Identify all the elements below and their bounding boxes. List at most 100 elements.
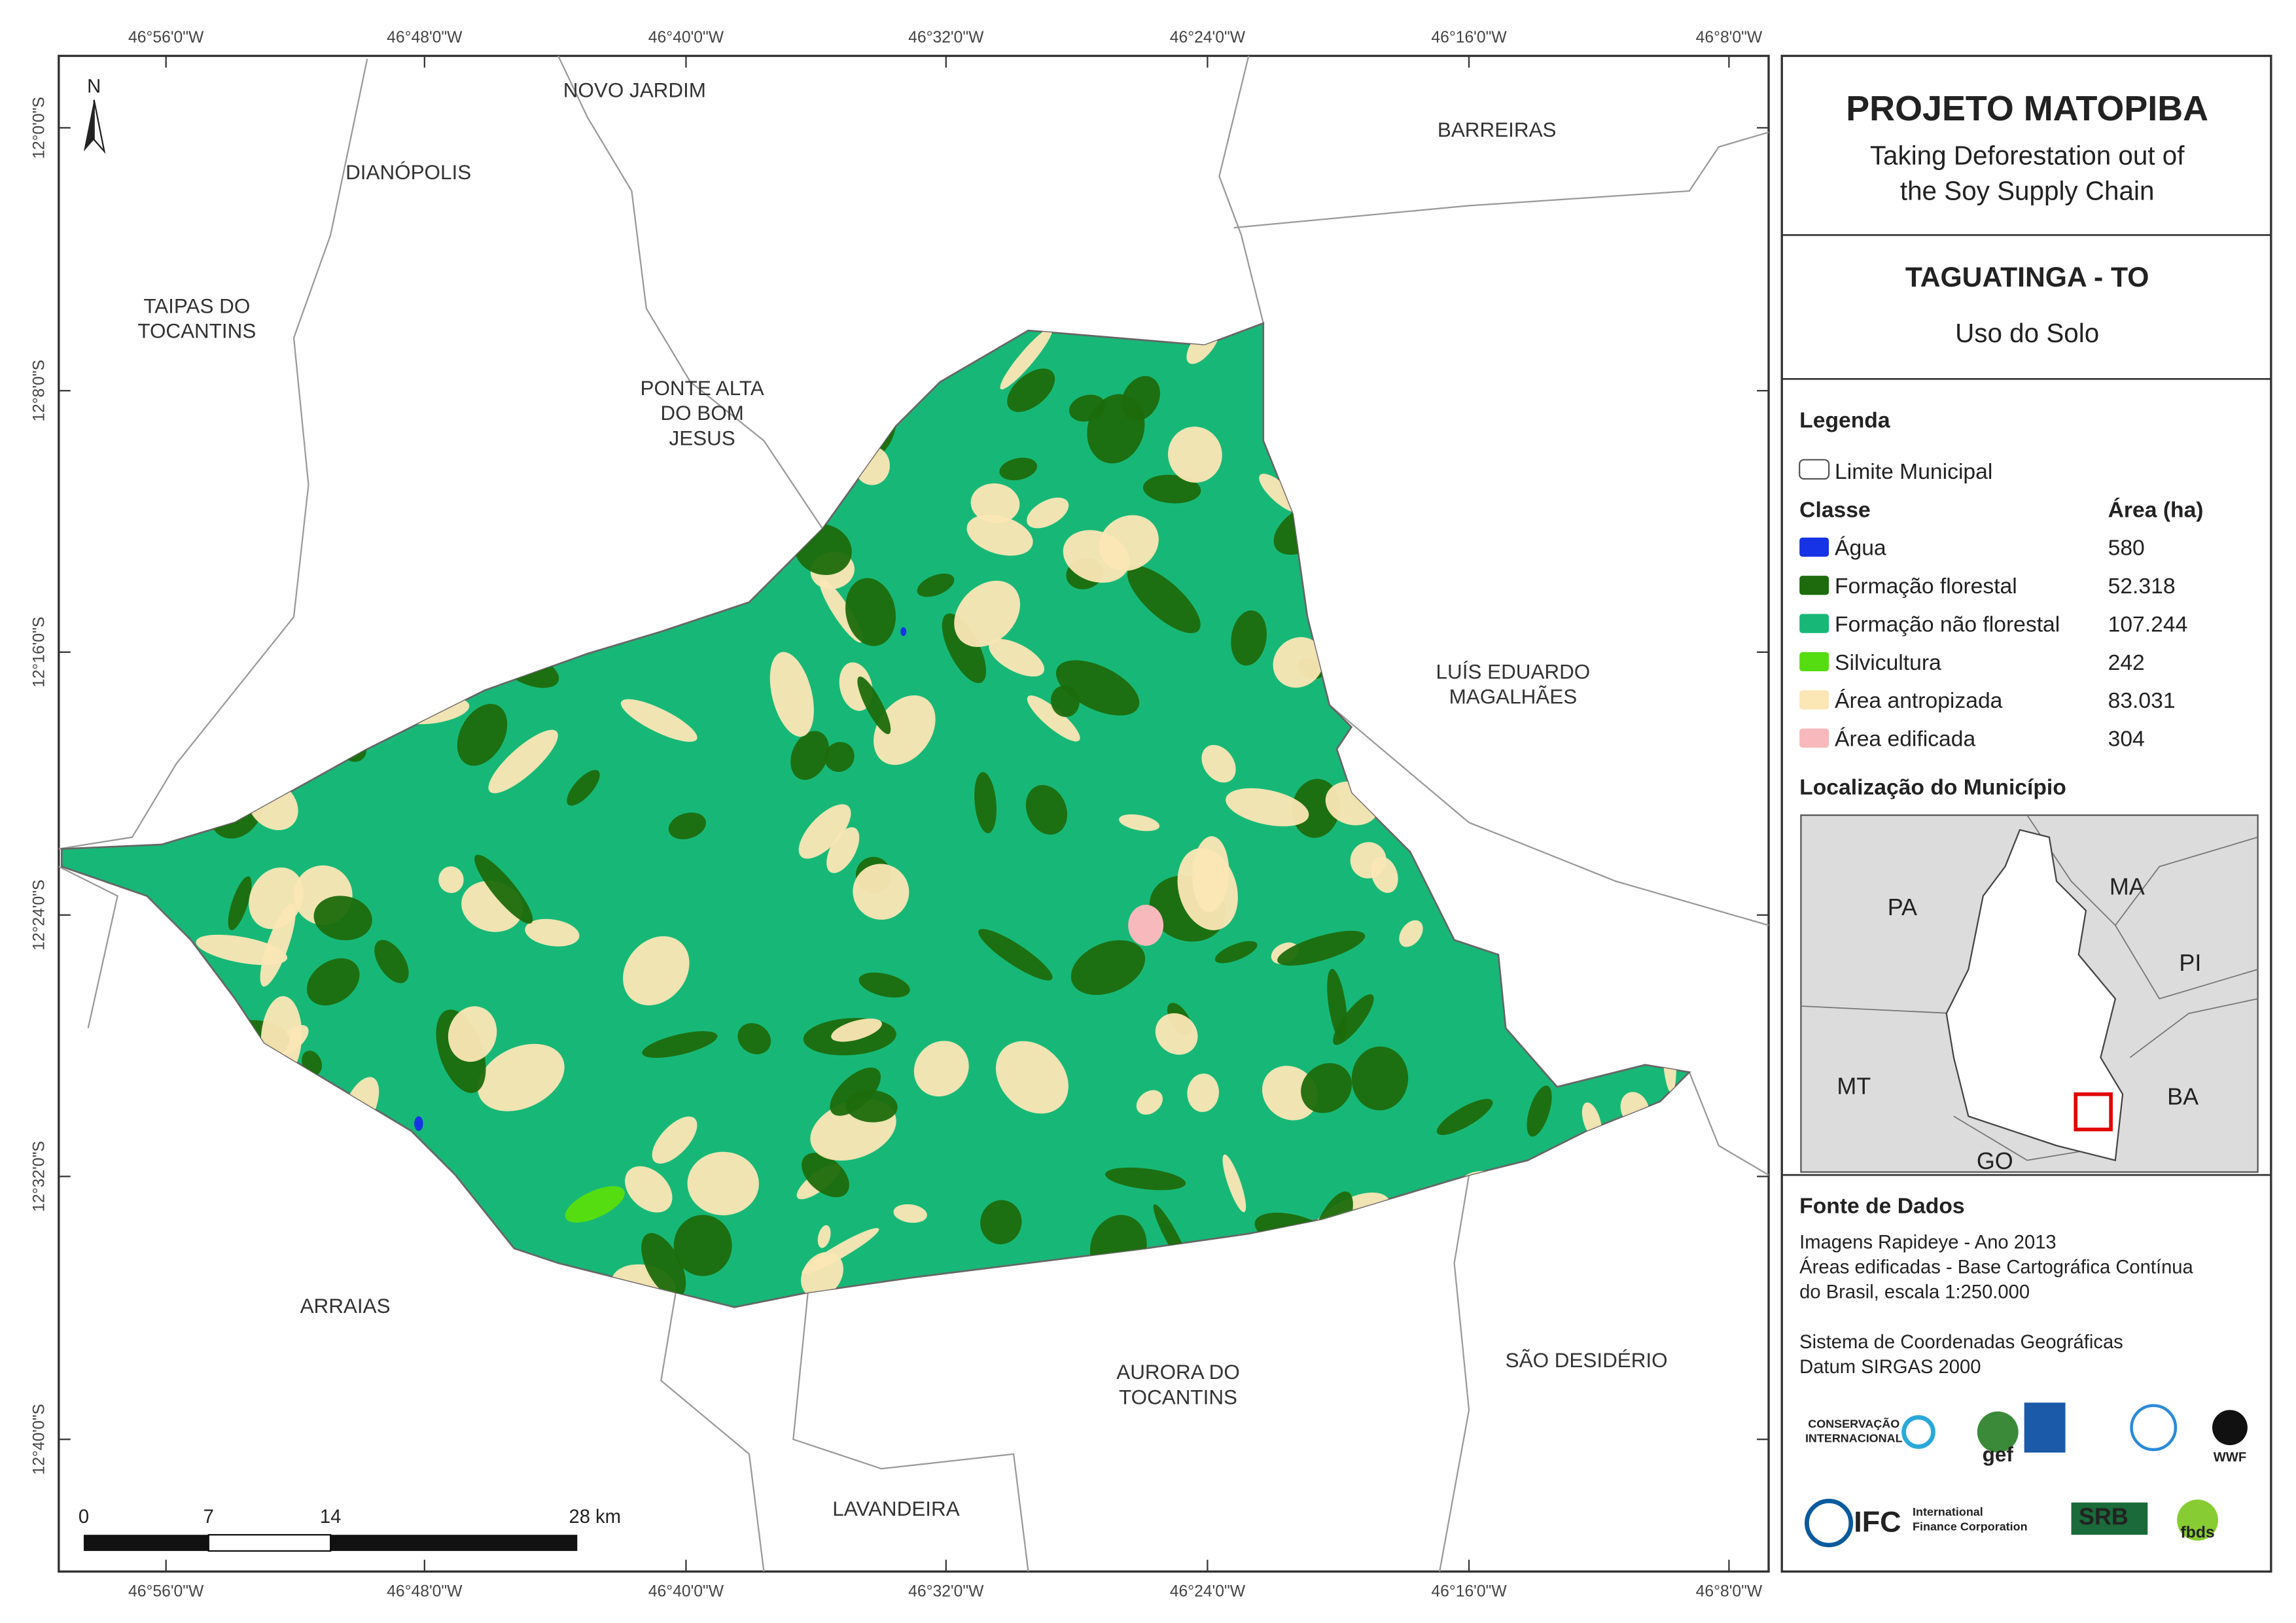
logo-label: fbds (2181, 1524, 2215, 1542)
land-patch (228, 876, 252, 930)
source-line: Sistema de Coordenadas Geográficas (1799, 1332, 2123, 1353)
land-patch (1027, 497, 1069, 529)
land-patch (474, 854, 533, 924)
logo-label: SRB (2079, 1503, 2128, 1529)
logo-mark (1901, 1415, 1935, 1449)
land-patch (448, 1006, 497, 1062)
legend-area: 107.244 (2108, 612, 2188, 637)
land-patch (1350, 842, 1386, 879)
logo-label: CONSERVAÇÃO (1808, 1416, 1899, 1430)
land-patch (1327, 969, 1347, 1041)
scale-label: 28 km (569, 1507, 621, 1527)
scale-bar (83, 1535, 209, 1551)
place-label: BARREIRAS (1438, 118, 1557, 141)
latitude-label: 12°32'0"S (30, 1141, 48, 1212)
longitude-label: 46°32'0"W (908, 1582, 984, 1600)
land-patch (1070, 940, 1146, 995)
logo-label: Finance Corporation (1913, 1520, 2028, 1533)
side-panel (1780, 54, 2272, 1573)
place-label: LAVANDEIRA (832, 1497, 959, 1520)
land-patch (1105, 1167, 1186, 1191)
legend-swatch (1799, 576, 1829, 595)
land-patch (913, 1041, 969, 1097)
land-patch (802, 1153, 849, 1198)
land-patch (642, 1031, 718, 1058)
map-theme: Uso do Solo (1955, 318, 2099, 348)
water-body (900, 627, 907, 637)
source-line: Imagens Rapideye - Ano 2013 (1799, 1232, 2056, 1253)
land-patch (769, 652, 814, 737)
longitude-label: 46°8'0"W (1696, 1582, 1763, 1600)
legend-label: Limite Municipal (1835, 460, 1992, 484)
place-label: TOCANTINS (137, 319, 256, 342)
place-label: PONTE ALTA (641, 377, 764, 400)
place-label: DIANÓPOLIS (345, 161, 471, 184)
state-label: MT (1837, 1073, 1871, 1100)
land-patch (623, 936, 690, 1005)
land-patch (1127, 565, 1201, 633)
longitude-label: 46°24'0"W (1170, 29, 1246, 46)
legend-label: Formação florestal (1835, 574, 2017, 599)
longitude-label: 46°48'0"W (387, 29, 463, 46)
inset-state-lines (1801, 814, 2258, 1161)
longitude-label: 46°16'0"W (1431, 1582, 1507, 1600)
land-patch (652, 1116, 698, 1164)
land-patch (1399, 920, 1423, 947)
land-patch (374, 939, 409, 983)
land-patch (1155, 1013, 1198, 1055)
land-patch (942, 613, 987, 684)
land-patch (477, 1043, 565, 1111)
land-patch (980, 1200, 1022, 1245)
land-patch (817, 1225, 831, 1248)
land-patch (1055, 660, 1140, 716)
land-patch (1273, 637, 1324, 688)
location-marker (2074, 1092, 2113, 1132)
land-patch (1027, 695, 1080, 742)
longitude-label: 46°32'0"W (908, 29, 984, 46)
title: PROJETO MATOPIBA (1846, 89, 2208, 128)
land-patch (845, 578, 896, 646)
land-patch (1201, 744, 1236, 783)
land-patch (687, 1151, 759, 1215)
place-label: AURORA DO (1116, 1361, 1240, 1384)
land-patch (1168, 427, 1222, 483)
latitude-label: 12°8'0"S (30, 360, 48, 422)
state-label: GO (1977, 1147, 2013, 1174)
logo-mark (2071, 1502, 2148, 1535)
source-line: Áreas edificadas - Base Cartográfica Con… (1799, 1257, 2193, 1278)
source-line: do Brasil, escala 1:250.000 (1799, 1282, 2030, 1303)
logo-mark (2212, 1410, 2248, 1446)
land-patch (1087, 394, 1145, 464)
land-patch (438, 866, 464, 894)
land-patch (790, 731, 830, 780)
land-patch (1025, 785, 1068, 835)
land-patch (488, 729, 558, 794)
longitude-label: 46°56'0"W (128, 29, 204, 46)
land-patch (1099, 515, 1159, 571)
legend-swatch (1799, 728, 1829, 748)
place-label: TAIPAS DO (143, 294, 250, 317)
legend-label: Silvicultura (1835, 651, 1941, 675)
land-patch (1436, 1098, 1493, 1136)
land-patch (737, 1022, 771, 1055)
legend-swatch (1799, 690, 1829, 710)
state-label: MA (2110, 873, 2145, 899)
legend-area: 242 (2108, 651, 2145, 675)
land-patch (1187, 1073, 1219, 1112)
place-label: SÃO DESIDÉRIO (1506, 1349, 1668, 1372)
land-patch (798, 804, 851, 859)
longitude-label: 46°56'0"W (128, 1582, 204, 1600)
place-label: LUÍS EDUARDO (1436, 660, 1591, 683)
longitude-label: 46°40'0"W (648, 1582, 724, 1600)
land-patch (802, 1228, 879, 1274)
land-patch (306, 958, 360, 1005)
land-patch (1231, 610, 1267, 666)
place-label: DO BOM (660, 402, 743, 425)
land-patch (917, 573, 955, 597)
land-patch (999, 457, 1037, 481)
north-arrow (93, 99, 106, 154)
land-patch (313, 896, 372, 941)
land-patch (1136, 1090, 1163, 1115)
place-label: JESUS (669, 427, 735, 449)
land-patch (260, 903, 296, 987)
